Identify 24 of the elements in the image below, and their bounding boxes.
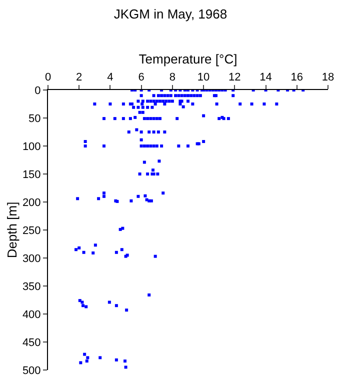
y-tick-label: 450	[22, 336, 41, 349]
y-tick-label: 0	[34, 84, 41, 97]
y-tick-label: 300	[22, 252, 41, 265]
x-axis-title: Temperature [°C]	[138, 52, 238, 67]
y-tick-label: 500	[22, 364, 41, 377]
x-tick-label: 18	[322, 72, 334, 84]
y-tick-label: 100	[22, 140, 41, 153]
x-tick-label: 6	[138, 72, 144, 84]
x-tick-label: 14	[260, 72, 272, 84]
y-tick-label: 150	[22, 168, 41, 181]
x-tick-label: 4	[107, 72, 114, 84]
x-tick-label: 2	[76, 72, 82, 84]
y-tick-label: 50	[28, 112, 41, 125]
y-axis-title: Depth [m]	[4, 202, 20, 258]
chart-title: JKGM in May, 1968	[114, 6, 228, 22]
x-tick-label: 12	[228, 72, 241, 84]
x-tick-label: 16	[290, 72, 304, 84]
y-tick-label: 350	[22, 280, 41, 293]
y-tick-label: 250	[22, 224, 41, 237]
y-tick-label: 200	[22, 196, 41, 209]
x-tick-label: 8	[169, 72, 176, 84]
y-tick-label: 400	[22, 308, 41, 321]
x-tick-label: 10	[197, 72, 210, 84]
x-tick-label: 0	[44, 72, 52, 84]
